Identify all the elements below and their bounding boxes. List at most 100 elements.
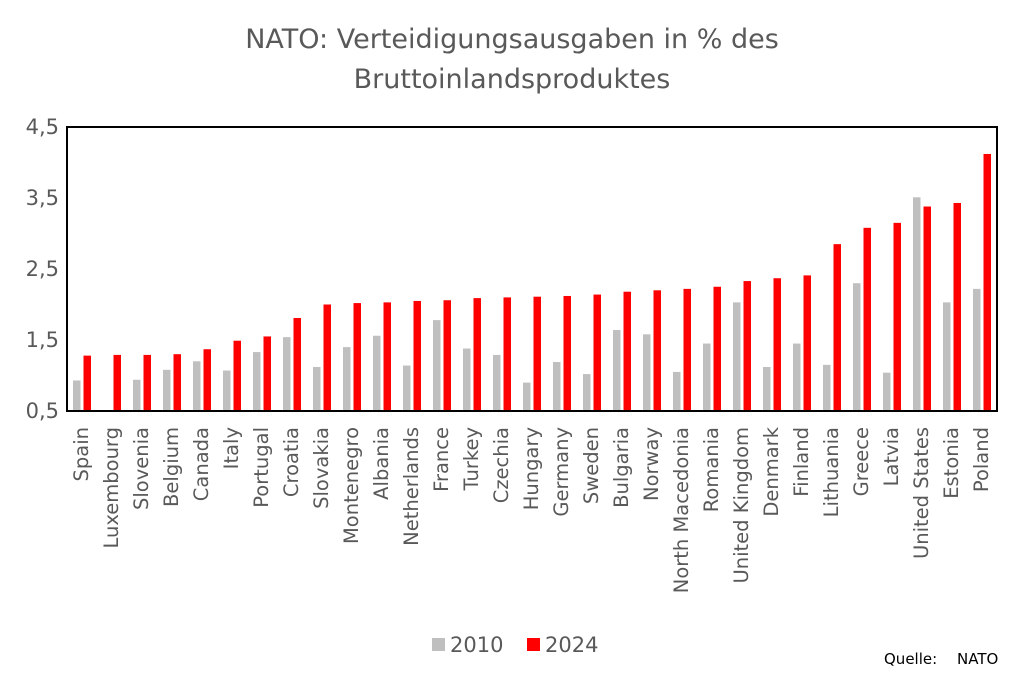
- bar-2024-romania: [713, 286, 721, 411]
- plot-area-frame: [66, 126, 998, 412]
- bar-2010-slovenia: [133, 379, 141, 411]
- x-category-label: Slovenia: [130, 427, 153, 510]
- bar-2024-lithuania: [833, 244, 841, 411]
- x-category-label: France: [430, 427, 453, 492]
- x-category-label: Czechia: [490, 427, 513, 503]
- legend: 2010 2024: [432, 633, 598, 657]
- bar-2024-spain: [83, 355, 91, 411]
- x-category-label: United Kingdom: [730, 427, 753, 584]
- x-category-label: Italy: [220, 427, 243, 469]
- bar-2024-finland: [803, 275, 811, 411]
- bar-2024-united-kingdom: [743, 281, 751, 411]
- bar-2024-croatia: [293, 317, 301, 411]
- bar-2010-norway: [643, 334, 651, 411]
- bar-2024-netherlands: [413, 300, 421, 411]
- bar-2010-united-states: [913, 197, 921, 411]
- bar-2010-spain: [73, 380, 81, 411]
- chart-title-line-2: Bruttoinlandsproduktes: [354, 64, 671, 95]
- x-category-label: United States: [910, 427, 933, 559]
- bar-2010-greece: [853, 283, 861, 411]
- x-category-label: Albania: [370, 427, 393, 500]
- x-category-label: Hungary: [520, 427, 543, 510]
- bar-2010-sweden: [583, 374, 591, 411]
- bar-2024-italy: [233, 340, 241, 411]
- x-category-label: Croatia: [280, 427, 303, 497]
- y-tick-label: 4,5: [26, 115, 59, 139]
- bar-2024-poland: [983, 153, 991, 412]
- bar-2010-latvia: [883, 372, 891, 411]
- bar-2010-croatia: [283, 337, 291, 411]
- x-category-label: Spain: [70, 427, 93, 481]
- bar-2024-denmark: [773, 278, 781, 411]
- x-category-label: Germany: [550, 427, 573, 517]
- bar-2024-norway: [653, 290, 661, 411]
- bar-2024-luxembourg: [113, 354, 121, 411]
- bar-2010-north-macedonia: [673, 371, 681, 411]
- y-tick-label: 2,5: [26, 257, 59, 281]
- bar-2010-poland: [973, 288, 981, 411]
- bar-2010-finland: [793, 343, 801, 411]
- bar-2024-latvia: [893, 222, 901, 411]
- bar-2024-sweden: [593, 294, 601, 411]
- bar-2010-lithuania: [823, 364, 831, 411]
- bar-2010-czechia: [493, 354, 501, 411]
- bar-2010-turkey: [463, 348, 471, 411]
- bar-2010-denmark: [763, 366, 771, 411]
- x-category-label: Montenegro: [340, 427, 363, 544]
- x-category-label: Sweden: [580, 427, 603, 504]
- x-category-label: North Macedonia: [670, 427, 693, 593]
- bar-2024-belgium: [173, 354, 181, 411]
- legend-label-2024: 2024: [545, 633, 598, 657]
- x-category-label: Estonia: [940, 427, 963, 499]
- bar-2010-united-kingdom: [733, 302, 741, 411]
- y-tick-label: 0,5: [26, 399, 59, 423]
- x-category-label: Latvia: [880, 427, 903, 486]
- bar-2010-romania: [703, 343, 711, 411]
- bar-2024-turkey: [473, 298, 481, 411]
- x-category-label: Greece: [850, 427, 873, 496]
- legend-label-2010: 2010: [450, 633, 503, 657]
- y-tick-label: 3,5: [26, 186, 59, 210]
- bar-2024-montenegro: [353, 303, 361, 411]
- bar-2024-slovakia: [323, 304, 331, 411]
- bar-2024-estonia: [953, 202, 961, 411]
- bar-2010-slovakia: [313, 366, 321, 411]
- legend-swatch-2024: [527, 638, 540, 651]
- x-category-label: Turkey: [460, 427, 483, 491]
- bar-2010-bulgaria: [613, 330, 621, 411]
- y-tick-label: 1,5: [26, 328, 59, 352]
- bar-2024-albania: [383, 302, 391, 411]
- bar-2024-germany: [563, 295, 571, 411]
- x-category-label: Luxembourg: [100, 427, 123, 549]
- x-category-label: Poland: [970, 427, 993, 492]
- bar-2010-netherlands: [403, 365, 411, 411]
- x-category-label: Canada: [190, 427, 213, 501]
- bar-2010-canada: [193, 361, 201, 411]
- bar-2010-germany: [553, 362, 561, 411]
- bar-2010-belgium: [163, 369, 171, 411]
- bar-2010-italy: [223, 370, 231, 411]
- x-category-label: Netherlands: [400, 427, 423, 546]
- x-category-label: Belgium: [160, 427, 183, 507]
- bar-2024-greece: [863, 227, 871, 411]
- bar-2024-portugal: [263, 336, 271, 411]
- bar-2024-czechia: [503, 297, 511, 411]
- bar-2010-estonia: [943, 302, 951, 411]
- legend-swatch-2010: [432, 638, 445, 651]
- bar-2010-montenegro: [343, 347, 351, 411]
- x-category-label: Bulgaria: [610, 427, 633, 508]
- bar-2010-albania: [373, 335, 381, 411]
- x-category-label: Norway: [640, 427, 663, 501]
- chart-title-line-1: NATO: Verteidigungsausgaben in % des: [245, 24, 779, 55]
- x-category-label: Lithuania: [820, 427, 843, 517]
- source-value: NATO: [957, 650, 998, 668]
- bar-2024-slovenia: [143, 354, 151, 411]
- source-label: Quelle:: [884, 650, 937, 668]
- bar-2024-canada: [203, 349, 211, 411]
- bar-2010-portugal: [253, 352, 261, 411]
- bar-2010-france: [433, 320, 441, 411]
- bar-2024-united-states: [923, 206, 931, 411]
- bar-2024-north-macedonia: [683, 288, 691, 411]
- x-category-label: Finland: [790, 427, 813, 497]
